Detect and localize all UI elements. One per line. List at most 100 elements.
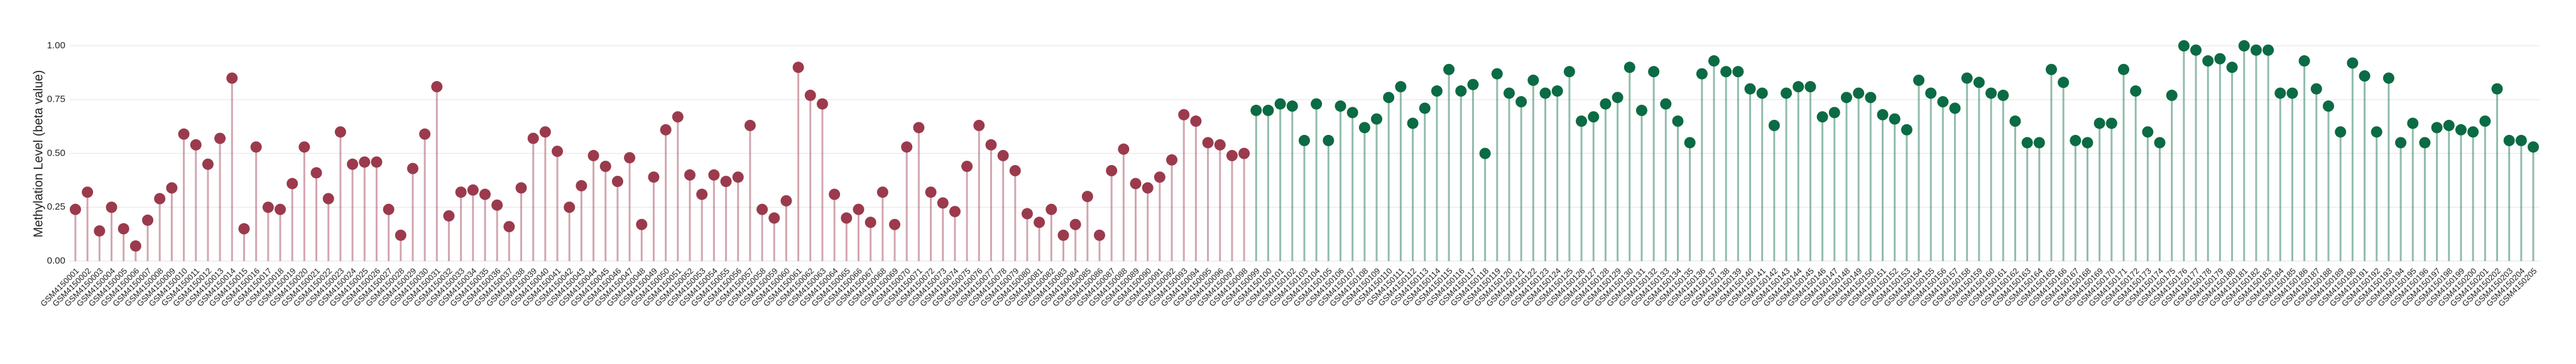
y-tick-label: 1.00 xyxy=(47,40,65,51)
dot xyxy=(949,206,961,218)
dot xyxy=(1407,117,1419,129)
dot xyxy=(1419,102,1431,114)
dot xyxy=(1455,85,1467,97)
dot xyxy=(1901,124,1913,136)
dot xyxy=(684,169,696,181)
dot xyxy=(287,178,298,190)
dot xyxy=(2226,62,2238,73)
dot xyxy=(1840,92,1852,104)
y-tick-label: 0.25 xyxy=(47,201,65,212)
dot xyxy=(1106,164,1118,176)
dot xyxy=(129,240,141,252)
dot xyxy=(527,132,539,144)
dot xyxy=(1648,66,1660,78)
dot xyxy=(2455,124,2467,136)
dot xyxy=(1238,147,1250,159)
dot xyxy=(756,203,768,215)
dot xyxy=(1973,77,1985,88)
dot xyxy=(226,72,238,84)
dot xyxy=(1853,87,1865,99)
dot xyxy=(925,186,937,198)
dot xyxy=(1672,115,1684,127)
dot xyxy=(1383,92,1395,104)
dot xyxy=(1576,115,1588,127)
dot xyxy=(455,186,467,198)
dot xyxy=(599,161,611,173)
dot xyxy=(2491,83,2503,95)
dot xyxy=(804,89,816,101)
dot xyxy=(2274,87,2286,99)
dot xyxy=(708,169,720,181)
dot xyxy=(1539,87,1551,99)
dot xyxy=(1504,87,1515,99)
dot xyxy=(732,171,744,183)
dot xyxy=(997,149,1009,161)
dot xyxy=(853,203,865,215)
dot xyxy=(973,119,985,131)
dot xyxy=(961,161,973,173)
dot xyxy=(696,188,708,200)
dot xyxy=(2118,63,2129,75)
dot xyxy=(1768,119,1780,131)
dot xyxy=(1877,109,1889,120)
dot xyxy=(2105,117,2117,129)
dot xyxy=(2359,70,2371,82)
dot xyxy=(768,212,780,224)
dot xyxy=(2045,63,2057,75)
dot xyxy=(1612,92,1624,104)
dot xyxy=(1346,107,1358,119)
dot xyxy=(1491,68,1503,80)
dot xyxy=(1732,66,1744,78)
dot xyxy=(1515,96,1527,108)
dot xyxy=(1334,100,1346,112)
dot xyxy=(154,193,166,205)
dot xyxy=(2407,117,2419,129)
dot xyxy=(1781,87,1793,99)
dot xyxy=(1142,182,1154,194)
dot xyxy=(1600,98,1612,110)
dot xyxy=(1057,229,1069,241)
dot xyxy=(816,98,828,110)
dot xyxy=(1720,66,1732,78)
dot xyxy=(1166,154,1178,166)
dot xyxy=(720,176,732,188)
dot xyxy=(624,152,636,164)
dot xyxy=(262,201,274,213)
dot xyxy=(2009,115,2021,127)
dot xyxy=(1937,96,1949,108)
dot xyxy=(2166,89,2178,101)
dot xyxy=(503,221,515,233)
dot xyxy=(2082,137,2093,149)
dot xyxy=(1816,111,1828,123)
dot xyxy=(310,167,322,179)
dot xyxy=(564,201,576,213)
dot xyxy=(672,111,684,123)
dot xyxy=(1190,115,1202,127)
dot xyxy=(1635,104,1647,116)
dot xyxy=(1961,72,1973,84)
dot xyxy=(1527,74,1539,86)
dot xyxy=(1262,104,1274,116)
dot xyxy=(2238,40,2250,51)
dot xyxy=(2479,115,2491,127)
y-tick-label: 0.50 xyxy=(47,147,65,158)
dot xyxy=(829,188,841,200)
dot xyxy=(275,203,286,215)
dot xyxy=(1443,63,1455,75)
dot xyxy=(2202,55,2214,67)
dot xyxy=(636,218,648,230)
dot xyxy=(238,223,250,235)
dot xyxy=(395,229,407,241)
dot xyxy=(2190,44,2202,56)
dot xyxy=(539,126,551,138)
dot xyxy=(334,126,346,138)
dot xyxy=(1431,85,1443,97)
dot xyxy=(1226,149,1238,161)
dot xyxy=(467,184,479,196)
dot xyxy=(1708,55,1720,67)
dot xyxy=(1588,111,1600,123)
dot xyxy=(1045,203,1057,215)
dot xyxy=(1985,87,1997,99)
dot xyxy=(1889,113,1901,125)
dot xyxy=(166,182,178,194)
